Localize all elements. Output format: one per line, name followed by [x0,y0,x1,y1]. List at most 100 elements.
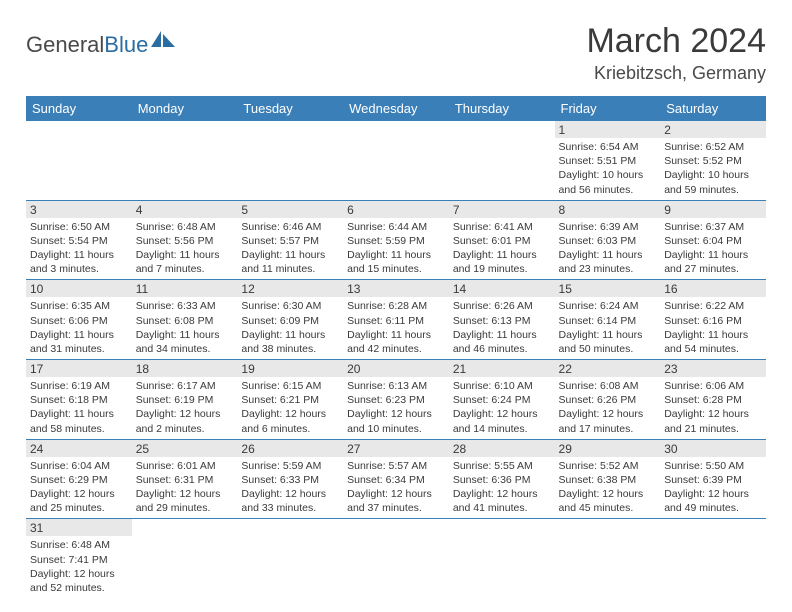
day-details: Sunrise: 6:28 AMSunset: 6:11 PMDaylight:… [343,297,449,359]
calendar-cell: 23Sunrise: 6:06 AMSunset: 6:28 PMDayligh… [660,360,766,440]
sunrise-line: Sunrise: 6:48 AM [136,220,234,234]
sunset-line: Sunset: 6:38 PM [559,473,657,487]
daylight-line: Daylight: 12 hours and 14 minutes. [453,407,551,435]
daylight-line: Daylight: 12 hours and 2 minutes. [136,407,234,435]
daylight-line: Daylight: 11 hours and 3 minutes. [30,248,128,276]
sunrise-line: Sunrise: 6:39 AM [559,220,657,234]
day-number: 20 [343,360,449,377]
weekday-header: Friday [555,96,661,121]
calendar-cell: 14Sunrise: 6:26 AMSunset: 6:13 PMDayligh… [449,280,555,360]
sunset-line: Sunset: 6:31 PM [136,473,234,487]
daylight-line: Daylight: 10 hours and 56 minutes. [559,168,657,196]
day-details: Sunrise: 6:44 AMSunset: 5:59 PMDaylight:… [343,218,449,280]
sunrise-line: Sunrise: 6:41 AM [453,220,551,234]
sunrise-line: Sunrise: 6:44 AM [347,220,445,234]
calendar-cell: 12Sunrise: 6:30 AMSunset: 6:09 PMDayligh… [237,280,343,360]
calendar-cell: 11Sunrise: 6:33 AMSunset: 6:08 PMDayligh… [132,280,238,360]
sunset-line: Sunset: 6:28 PM [664,393,762,407]
title-block: March 2024 Kriebitzsch, Germany [586,22,766,84]
sunrise-line: Sunrise: 6:30 AM [241,299,339,313]
sunset-line: Sunset: 6:04 PM [664,234,762,248]
day-details: Sunrise: 6:22 AMSunset: 6:16 PMDaylight:… [660,297,766,359]
day-details: Sunrise: 6:48 AMSunset: 5:56 PMDaylight:… [132,218,238,280]
day-details: Sunrise: 6:39 AMSunset: 6:03 PMDaylight:… [555,218,661,280]
calendar-cell: 24Sunrise: 6:04 AMSunset: 6:29 PMDayligh… [26,439,132,519]
sunset-line: Sunset: 6:14 PM [559,314,657,328]
brand-part1: General [26,32,104,58]
day-details: Sunrise: 6:48 AMSunset: 7:41 PMDaylight:… [26,536,132,598]
calendar-cell [237,519,343,598]
day-number: 4 [132,201,238,218]
sunrise-line: Sunrise: 6:04 AM [30,459,128,473]
sunset-line: Sunset: 6:26 PM [559,393,657,407]
day-details: Sunrise: 6:41 AMSunset: 6:01 PMDaylight:… [449,218,555,280]
daylight-line: Daylight: 12 hours and 10 minutes. [347,407,445,435]
day-number: 27 [343,440,449,457]
day-number: 23 [660,360,766,377]
sunset-line: Sunset: 6:18 PM [30,393,128,407]
weekday-header: Thursday [449,96,555,121]
daylight-line: Daylight: 11 hours and 50 minutes. [559,328,657,356]
day-details: Sunrise: 6:24 AMSunset: 6:14 PMDaylight:… [555,297,661,359]
day-details: Sunrise: 5:55 AMSunset: 6:36 PMDaylight:… [449,457,555,519]
calendar-cell: 13Sunrise: 6:28 AMSunset: 6:11 PMDayligh… [343,280,449,360]
weekday-header: Sunday [26,96,132,121]
calendar-cell: 28Sunrise: 5:55 AMSunset: 6:36 PMDayligh… [449,439,555,519]
calendar-cell [343,519,449,598]
daylight-line: Daylight: 12 hours and 45 minutes. [559,487,657,515]
sunrise-line: Sunrise: 6:54 AM [559,140,657,154]
day-details: Sunrise: 6:52 AMSunset: 5:52 PMDaylight:… [660,138,766,200]
sunset-line: Sunset: 6:08 PM [136,314,234,328]
daylight-line: Daylight: 12 hours and 21 minutes. [664,407,762,435]
sunrise-line: Sunrise: 6:35 AM [30,299,128,313]
day-details: Sunrise: 6:19 AMSunset: 6:18 PMDaylight:… [26,377,132,439]
calendar-cell [343,121,449,200]
daylight-line: Daylight: 11 hours and 31 minutes. [30,328,128,356]
sunset-line: Sunset: 6:29 PM [30,473,128,487]
day-number: 8 [555,201,661,218]
calendar-body: 1Sunrise: 6:54 AMSunset: 5:51 PMDaylight… [26,121,766,598]
daylight-line: Daylight: 11 hours and 7 minutes. [136,248,234,276]
sunset-line: Sunset: 6:23 PM [347,393,445,407]
day-details: Sunrise: 6:17 AMSunset: 6:19 PMDaylight:… [132,377,238,439]
sunrise-line: Sunrise: 6:01 AM [136,459,234,473]
calendar-cell: 1Sunrise: 6:54 AMSunset: 5:51 PMDaylight… [555,121,661,200]
day-number: 13 [343,280,449,297]
sunrise-line: Sunrise: 5:59 AM [241,459,339,473]
calendar-cell [449,519,555,598]
sunrise-line: Sunrise: 6:28 AM [347,299,445,313]
sunset-line: Sunset: 6:24 PM [453,393,551,407]
weekday-header: Wednesday [343,96,449,121]
sunrise-line: Sunrise: 6:46 AM [241,220,339,234]
calendar-cell: 27Sunrise: 5:57 AMSunset: 6:34 PMDayligh… [343,439,449,519]
sunrise-line: Sunrise: 6:26 AM [453,299,551,313]
day-details: Sunrise: 6:50 AMSunset: 5:54 PMDaylight:… [26,218,132,280]
day-details: Sunrise: 6:37 AMSunset: 6:04 PMDaylight:… [660,218,766,280]
day-number: 28 [449,440,555,457]
sunrise-line: Sunrise: 6:08 AM [559,379,657,393]
day-details: Sunrise: 6:26 AMSunset: 6:13 PMDaylight:… [449,297,555,359]
day-details: Sunrise: 6:30 AMSunset: 6:09 PMDaylight:… [237,297,343,359]
sunset-line: Sunset: 6:34 PM [347,473,445,487]
calendar-cell: 22Sunrise: 6:08 AMSunset: 6:26 PMDayligh… [555,360,661,440]
day-number: 3 [26,201,132,218]
calendar-cell: 20Sunrise: 6:13 AMSunset: 6:23 PMDayligh… [343,360,449,440]
daylight-line: Daylight: 12 hours and 41 minutes. [453,487,551,515]
daylight-line: Daylight: 12 hours and 6 minutes. [241,407,339,435]
header: GeneralBlue March 2024 Kriebitzsch, Germ… [26,22,766,84]
day-number: 19 [237,360,343,377]
daylight-line: Daylight: 11 hours and 27 minutes. [664,248,762,276]
sunset-line: Sunset: 6:21 PM [241,393,339,407]
day-details: Sunrise: 5:57 AMSunset: 6:34 PMDaylight:… [343,457,449,519]
sunrise-line: Sunrise: 6:17 AM [136,379,234,393]
day-number: 10 [26,280,132,297]
brand-part2: Blue [104,32,148,58]
day-number: 14 [449,280,555,297]
calendar-cell [660,519,766,598]
sunrise-line: Sunrise: 6:24 AM [559,299,657,313]
calendar-cell: 19Sunrise: 6:15 AMSunset: 6:21 PMDayligh… [237,360,343,440]
day-number: 9 [660,201,766,218]
calendar-cell: 6Sunrise: 6:44 AMSunset: 5:59 PMDaylight… [343,200,449,280]
day-number: 29 [555,440,661,457]
sunrise-line: Sunrise: 6:52 AM [664,140,762,154]
